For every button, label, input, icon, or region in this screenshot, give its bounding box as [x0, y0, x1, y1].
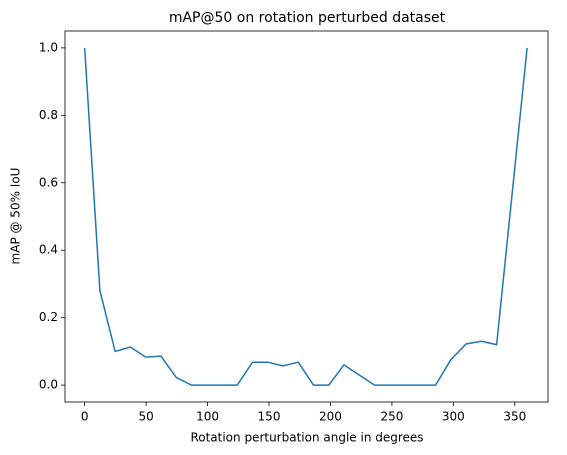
x-axis-label: Rotation perturbation angle in degrees	[190, 431, 423, 445]
y-tick-label: 1.0	[39, 40, 58, 54]
x-tick-label: 150	[258, 410, 281, 424]
x-tick-label: 350	[503, 410, 526, 424]
y-tick-label: 0.8	[39, 108, 58, 122]
line-series	[83, 47, 528, 386]
chart-title: mAP@50 on rotation perturbed dataset	[169, 10, 446, 26]
y-tick-label: 0.6	[39, 175, 58, 189]
y-tick-label: 0.2	[39, 310, 58, 324]
x-tick-label: 300	[442, 410, 465, 424]
x-tick-label: 50	[138, 410, 153, 424]
x-tick-label: 100	[196, 410, 219, 424]
y-tick-label: 0.0	[39, 378, 58, 392]
x-tick-label: 200	[319, 410, 342, 424]
x-tick-label: 0	[81, 410, 89, 424]
plot-frame	[64, 30, 549, 403]
x-tick-label: 250	[380, 410, 403, 424]
y-tick-label: 0.4	[39, 243, 58, 257]
y-axis-label: mAP @ 50% IoU	[9, 168, 23, 265]
